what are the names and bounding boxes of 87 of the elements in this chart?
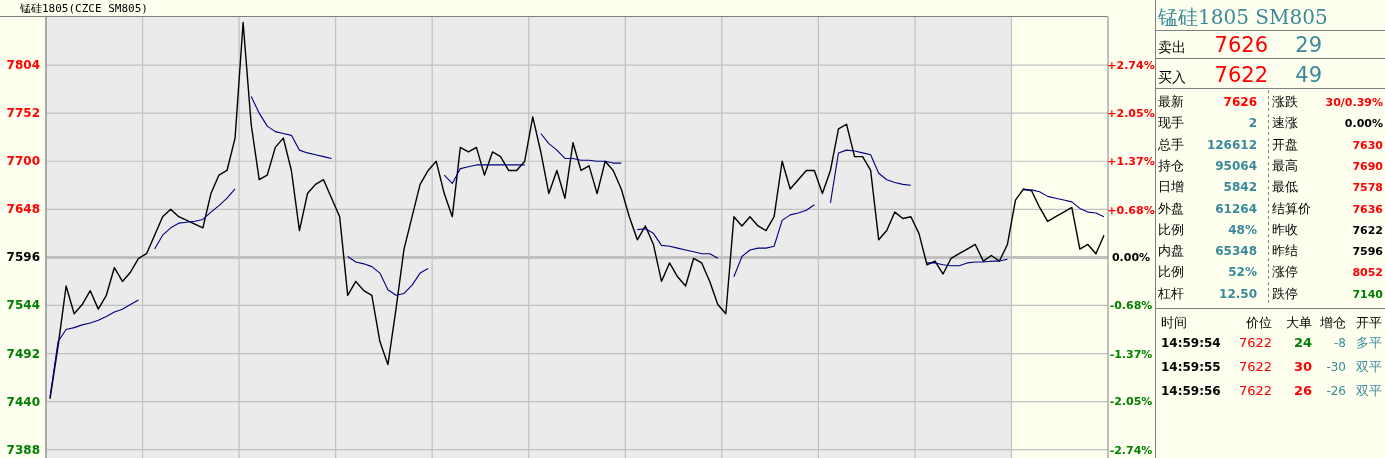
text: 26 [1293,383,1312,398]
text: 30 [1293,359,1312,374]
text: 涨停 [1272,264,1298,280]
text: 增仓 [1319,315,1346,330]
text: 5842 [1223,180,1257,195]
text: 7636 [1352,202,1384,216]
text: 双平 [1356,359,1382,374]
y2-tick-label: -2.05% [1109,395,1153,409]
text: 7630 [1352,138,1384,152]
text: 最低 [1272,179,1298,195]
text: 时间 [1161,315,1187,330]
text: 52% [1228,265,1257,280]
text: 多平 [1356,335,1382,350]
text: 65348 [1215,244,1257,259]
text: 7596 [1352,245,1384,259]
text: 30/0.39% [1325,96,1383,109]
text: -26 [1326,384,1346,398]
text: 价位 [1245,315,1272,330]
text: 49 [1295,63,1322,87]
text: 结算价 [1272,200,1311,216]
text: 14:59:55 [1161,360,1221,374]
text: -8 [1334,336,1346,350]
y-tick-label: 7804 [6,58,40,73]
text: 7690 [1352,159,1384,173]
y-tick-label: 7648 [6,202,40,217]
text: 卖出 [1158,39,1186,55]
y-tick-label: 7752 [6,106,40,121]
text: 持仓 [1158,157,1184,173]
text: 7140 [1352,287,1384,301]
text: 总手 [1157,136,1184,152]
y-tick-label: 7596 [6,250,40,265]
text: 7578 [1352,181,1383,195]
y2-tick-label: +2.74% [1107,58,1155,72]
text: 开平 [1356,315,1382,330]
text: 126612 [1206,137,1257,152]
text: 锰硅1805 SM805 [1157,5,1328,29]
y2-tick-label: 0.00% [1111,251,1151,265]
text: 最新 [1158,94,1184,109]
text: 14:59:56 [1161,384,1221,398]
text: 7622 [1238,383,1272,398]
text: 比例 [1158,264,1184,280]
y-tick-label: 7544 [6,298,40,313]
y-tick-label: 7700 [6,154,40,169]
text: 买入 [1158,69,1186,85]
text: 7622 [1238,359,1272,374]
y2-tick-label: +0.68% [1107,203,1155,217]
text: 开盘 [1272,136,1298,152]
text: 大单 [1286,315,1312,330]
text: 昨结 [1272,243,1298,259]
text: 双平 [1356,383,1382,398]
text: 昨收 [1272,221,1298,237]
text: 2 [1248,116,1257,131]
text: 7622 [1352,223,1383,237]
y2-tick-label: -0.68% [1109,299,1153,313]
text: 7626 [1223,95,1257,109]
text: 7626 [1214,33,1268,57]
text: 比例 [1158,221,1184,237]
text: 跌停 [1272,285,1298,301]
y2-tick-label: +2.05% [1107,107,1155,121]
text: 12.50 [1219,286,1257,301]
text: 外盘 [1158,200,1184,216]
text: 61264 [1215,201,1257,216]
y2-tick-label: +1.37% [1107,155,1155,169]
text: 最高 [1272,157,1298,173]
y-tick-label: 7440 [6,394,40,409]
text: 0.00% [1344,117,1383,131]
text: 29 [1295,33,1322,57]
text: 95064 [1215,158,1257,173]
text: 7622 [1238,335,1272,350]
text: 现手 [1158,115,1184,131]
text: -30 [1326,360,1346,374]
chart-title: 锰硅1805(CZCE SM805) [19,2,148,15]
text: 速涨 [1272,115,1298,131]
text: 24 [1293,335,1312,350]
y2-tick-label: -2.74% [1109,443,1153,457]
text: 日增 [1158,179,1184,195]
y-tick-label: 7388 [6,442,40,457]
text: 48% [1228,222,1257,237]
line-series [49,21,1105,400]
text: 杠杆 [1157,285,1184,301]
text: 涨跌 [1272,94,1298,109]
text: 8052 [1352,266,1383,280]
text: 内盘 [1158,243,1184,259]
text: 7622 [1214,63,1268,87]
y-tick-label: 7492 [6,346,40,361]
text: 14:59:54 [1161,336,1221,350]
y2-tick-label: -1.37% [1109,347,1153,361]
